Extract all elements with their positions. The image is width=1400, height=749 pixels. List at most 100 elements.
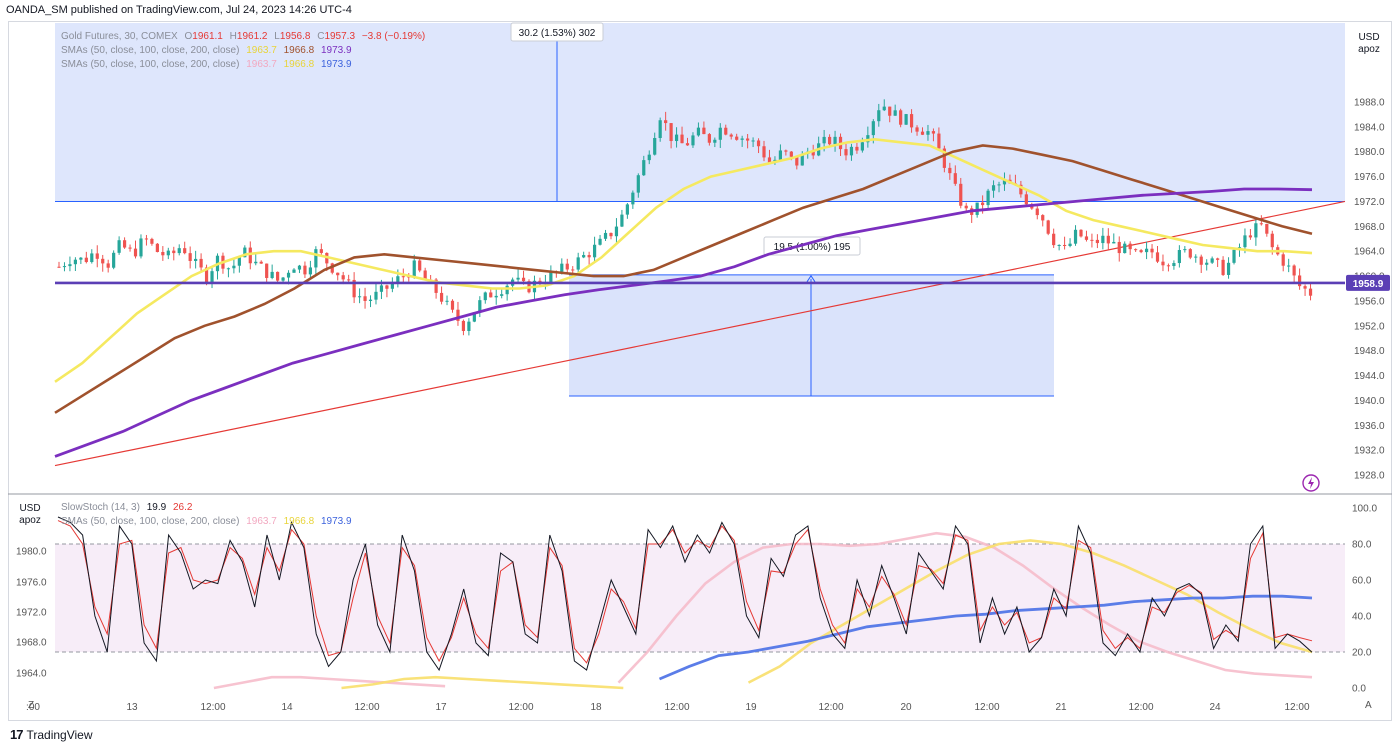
sma-legend-name: SMAs (50, close, 100, close, 200, close) (61, 45, 240, 56)
candle-body (642, 160, 646, 176)
candle-body (1106, 235, 1110, 244)
candle-body (128, 247, 132, 249)
candle-body (352, 279, 356, 298)
measure-layer[interactable]: 30.2 (1.53%) 302 19.5 (1.00%) 195 (55, 22, 1345, 397)
candle-body (1117, 241, 1121, 254)
candle-body (625, 204, 629, 215)
candle-body (724, 127, 728, 135)
candle-body (374, 291, 378, 300)
stoch-tick-left: 1980.0 (16, 547, 47, 558)
time-tick-label: 12:00 (974, 702, 999, 713)
candle-body (1177, 250, 1181, 264)
stoch-tick-right: 100.0 (1352, 504, 1377, 515)
candle-body (1287, 265, 1291, 267)
candle-body (991, 185, 996, 191)
candle-body (363, 296, 367, 301)
stoch-pane[interactable] (55, 543, 1345, 653)
stoch-k-line[interactable] (57, 516, 1313, 672)
candle-body (73, 259, 77, 265)
candle-body (707, 134, 711, 143)
candle-body (390, 283, 394, 289)
candle-body (811, 151, 815, 156)
candle-body (1281, 254, 1285, 266)
candle-body (920, 131, 925, 135)
candle-body (1232, 249, 1236, 263)
price-tick-label: 1948.0 (1354, 346, 1385, 357)
candle-body (1265, 223, 1269, 234)
measure-label-lower-box (763, 236, 861, 256)
measure-label-upper: 30.2 (1.53%) 302 (519, 28, 596, 39)
candle-body (418, 260, 422, 271)
candle-body (226, 268, 231, 270)
candle-body (439, 292, 444, 302)
stoch-tick-left: 1968.0 (16, 638, 47, 649)
candle-body (117, 240, 121, 253)
candle-body (751, 140, 755, 142)
sma200-value: 1973.9 (320, 516, 352, 527)
stoch-sma100-line[interactable] (213, 531, 1313, 690)
candle-body (762, 146, 766, 158)
candle-body (735, 136, 739, 140)
time-axis[interactable]: :00 13 12:00 14 12:00 17 12:00 18 12:00 19 12:00 20… (26, 702, 1310, 713)
candle-body (986, 190, 990, 206)
stoch-band-fill (55, 544, 1345, 652)
candle-body (1210, 258, 1214, 263)
candle-body (691, 135, 695, 146)
stoch-unit-label[interactable]: USD apoz (14, 503, 46, 527)
time-tick-label: 14 (281, 702, 293, 713)
candle-body (106, 263, 110, 268)
candle-body (571, 269, 575, 271)
candle-body (286, 272, 291, 278)
candle-body (915, 127, 919, 132)
candle-body (90, 253, 94, 263)
candle-body (1057, 244, 1061, 246)
candle-body (1139, 250, 1143, 253)
candle-body (1019, 184, 1023, 195)
candle-body (1221, 259, 1225, 275)
candle-body (265, 263, 269, 278)
candle-body (1188, 249, 1192, 258)
stoch-d-line[interactable] (57, 520, 1313, 664)
candle-body (1090, 239, 1094, 241)
candle-body (483, 292, 487, 301)
candle-body (899, 110, 903, 125)
main-price-axis[interactable]: 1988.0 1984.0 1980.0 1976.0 1972.0 1968.0 1964… (1302, 98, 1390, 492)
sma50-value: 1963.7 (246, 59, 277, 70)
stoch-tick-right: 0.0 (1352, 684, 1366, 695)
candle-body (1068, 243, 1072, 247)
candle-body (1194, 256, 1198, 258)
candle-body (155, 243, 159, 252)
candle-body (888, 106, 892, 116)
candle-body (112, 252, 116, 268)
lightning-icon[interactable] (1302, 474, 1320, 492)
measure-box-upper[interactable] (55, 23, 1345, 202)
stoch-overlay-group (57, 516, 1313, 690)
candle-body (1254, 223, 1258, 238)
tradingview-footer[interactable]: 17 TradingView (10, 727, 93, 742)
main-legend-line2: SMAs (50, close, 100, close, 200, close)… (61, 45, 356, 56)
stoch-sma50-line[interactable] (341, 539, 1313, 690)
trendline[interactable] (54, 200, 1346, 467)
auto-scale-a-button[interactable]: A (1365, 700, 1372, 711)
main-unit-label[interactable]: USD apoz (1352, 32, 1386, 56)
time-tick-label: 12:00 (1128, 702, 1153, 713)
time-tick-label: 18 (590, 702, 602, 713)
time-tick-label: 12:00 (508, 702, 533, 713)
candle-body (1243, 235, 1247, 248)
stoch-axis[interactable]: 100.0 80.0 60.0 40.0 20.0 0.0 1980.0 1976.0 1972… (16, 504, 1377, 695)
sma50-line[interactable] (54, 137, 1313, 383)
candle-body (1079, 229, 1083, 237)
sma100-line[interactable] (54, 144, 1313, 414)
candle-body (849, 146, 854, 156)
price-tick-label: 1932.0 (1354, 446, 1385, 457)
candle-body (461, 320, 466, 331)
sma200-line[interactable] (54, 187, 1313, 458)
candle-body (636, 175, 640, 193)
candle-body (385, 285, 389, 289)
price-tick-label: 1988.0 (1354, 98, 1385, 109)
candle-body (133, 248, 138, 257)
candle-body (139, 238, 143, 257)
candle-body (1123, 243, 1127, 254)
auto-scale-z-button[interactable]: Z (28, 700, 35, 711)
